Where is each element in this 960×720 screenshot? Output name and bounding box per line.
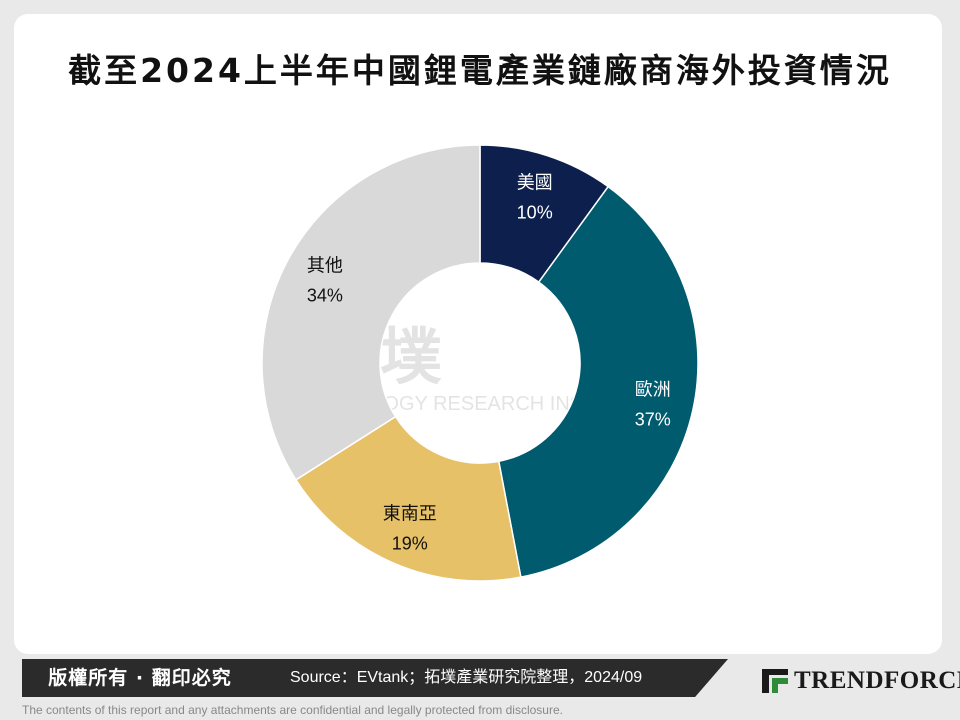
slice-3	[261, 144, 481, 481]
slice-label-2: 東南亞	[383, 503, 437, 524]
source-banner-bg	[258, 659, 728, 697]
slice-label-1: 歐洲	[635, 380, 671, 401]
trendforce-logo: TRENDFORCE	[760, 664, 960, 698]
disclaimer: The contents of this report and any atta…	[22, 703, 563, 717]
slice-value-0: 10%	[517, 203, 553, 223]
slice-label-0: 美國	[517, 173, 553, 194]
chart-title: 截至2024上半年中國鋰電產業鏈廠商海外投資情況	[68, 51, 892, 90]
trendforce-logo-icon	[762, 669, 788, 693]
slice-value-2: 19%	[392, 533, 428, 553]
slice-label-3: 其他	[307, 256, 343, 277]
copyright-banner: 版權所有 · 翻印必究	[22, 659, 258, 697]
slice-2	[294, 415, 522, 582]
logo-text: TRENDFORCE	[794, 667, 960, 694]
slice-value-3: 34%	[307, 286, 343, 306]
slice-1	[497, 185, 699, 579]
slice-value-1: 37%	[635, 410, 671, 430]
source-text: Source：EVtank；拓墣產業研究院整理，2024/09	[290, 669, 643, 686]
